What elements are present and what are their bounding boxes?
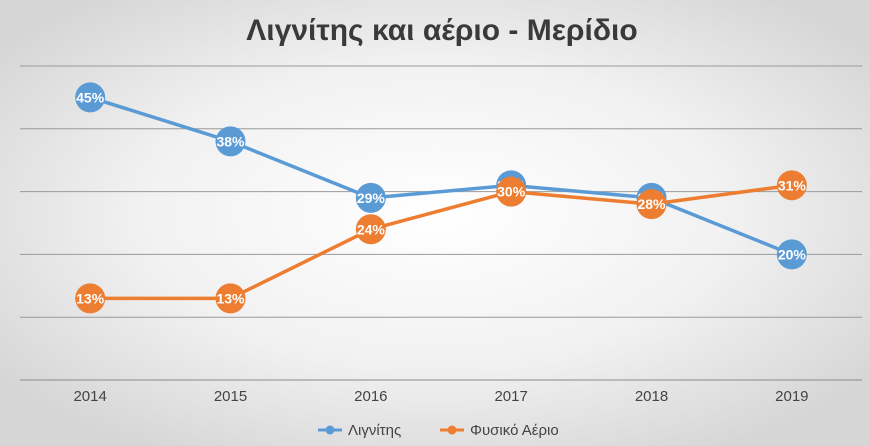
x-tick-label: 2016 [354,388,387,405]
data-label: 45% [76,89,105,105]
data-label: 29% [357,190,386,206]
x-axis-tick-labels: 2014 2015 2016 2017 2018 2019 [73,388,808,405]
data-point [776,239,807,270]
data-label: 13% [76,290,105,306]
series-layer: 45%38%29%31%29%20%13%13%24%30%28%31% [75,82,807,314]
series-2: 13% 13% 24% 30% 28% 31% [75,170,807,314]
data-point [215,126,246,157]
gridlines [20,65,862,381]
series-1: 45%38%29%31%29%20% [75,82,807,270]
data-label: 38% [216,133,245,149]
data-point [636,189,667,220]
x-tick-label: 2017 [494,388,527,405]
x-tick-label: 2019 [775,388,808,405]
legend-item: Φυσικό Αέριο [440,422,559,439]
data-point [75,82,106,113]
data-point [75,283,106,314]
data-point [215,283,246,314]
series-line [88,183,794,301]
legend-swatch-marker [325,425,335,435]
chart-title: Λιγνίτης και αέριο - Μερίδιο [246,14,637,47]
data-point [355,182,386,213]
x-tick-label: 2015 [214,388,247,405]
data-label: 31% [778,177,807,193]
legend-swatch-marker [447,425,457,435]
legend-label: Λιγνίτης [348,422,401,439]
data-label: 13% [216,290,245,306]
data-point [496,176,527,207]
legend: Λιγνίτης Φυσικό Αέριο [318,422,559,439]
series-line [88,95,794,257]
data-point [355,214,386,245]
x-tick-label: 2018 [635,388,668,405]
x-tick-label: 2014 [73,388,106,405]
data-point [776,170,807,201]
legend-item: Λιγνίτης [318,422,401,439]
data-label: 28% [637,196,666,212]
data-label: 24% [357,221,386,237]
data-label: 30% [497,184,526,200]
data-label: 20% [778,246,807,262]
legend-label: Φυσικό Αέριο [470,422,559,439]
